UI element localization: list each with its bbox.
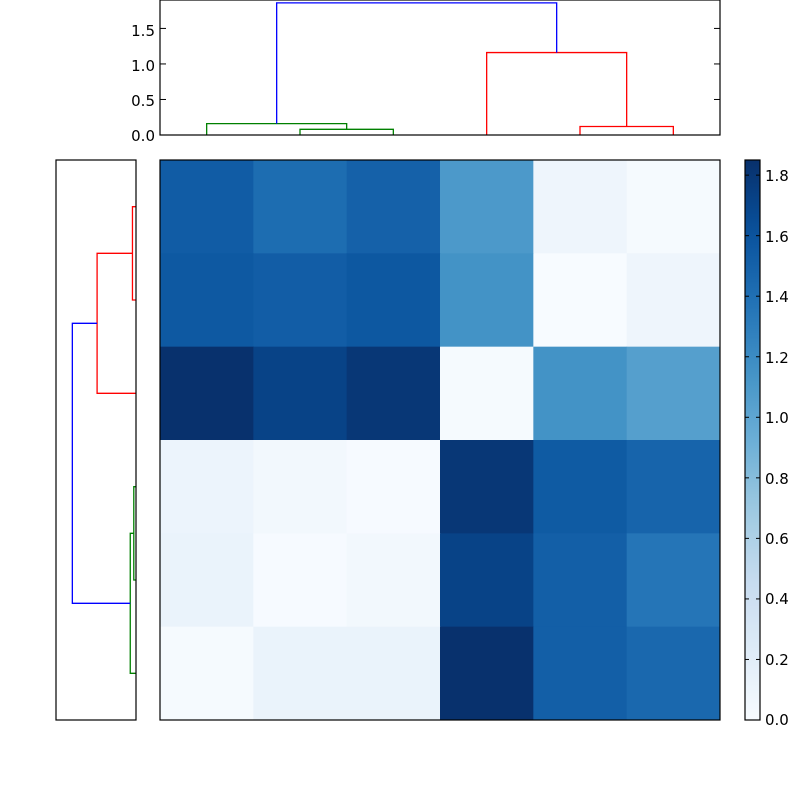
heatmap-cell bbox=[440, 626, 534, 721]
heatmap-cell bbox=[253, 440, 348, 534]
top-dendrogram-link bbox=[486, 51, 628, 135]
heatmap-cell bbox=[160, 533, 254, 628]
heatmap-cell bbox=[160, 253, 254, 348]
colorbar-tick-label: 0.2 bbox=[765, 651, 789, 669]
heatmap-frame bbox=[159, 159, 721, 721]
left-dendrogram bbox=[55, 159, 137, 721]
heatmap-cell bbox=[626, 440, 721, 534]
colorbar-tick-label: 0.6 bbox=[765, 530, 789, 548]
colorbar-tick-label: 1.4 bbox=[765, 288, 789, 306]
heatmap-cell bbox=[253, 253, 348, 348]
heatmap-cell bbox=[626, 346, 721, 441]
heatmap-cell bbox=[160, 626, 254, 721]
top-dendrogram-ytick-label: 0.0 bbox=[131, 127, 155, 145]
heatmap-cell bbox=[160, 440, 254, 534]
heatmap-cell bbox=[346, 533, 441, 628]
colorbar-tick-label: 1.8 bbox=[765, 167, 789, 185]
colorbar-frame bbox=[744, 159, 761, 721]
colorbar-tick-label: 1.0 bbox=[765, 409, 789, 427]
heatmap-cell bbox=[533, 160, 628, 254]
heatmap-cell bbox=[160, 346, 254, 441]
left-dendrogram-link bbox=[129, 532, 136, 674]
heatmap-cell bbox=[253, 626, 348, 721]
heatmap-cell bbox=[626, 253, 721, 348]
top-dendrogram-link bbox=[276, 2, 558, 124]
top-dendrogram-y-axis: 0.0 0.5 1.0 1.5 bbox=[131, 22, 155, 145]
heatmap-matrix bbox=[159, 159, 721, 721]
heatmap-cell bbox=[533, 346, 628, 441]
top-dendrogram-frame bbox=[159, 0, 721, 136]
heatmap-cell bbox=[533, 253, 628, 348]
heatmap-cell bbox=[533, 440, 628, 534]
colorbar-tick-label: 0.0 bbox=[765, 711, 789, 729]
heatmap-cell bbox=[346, 253, 441, 348]
colorbar-tick-label: 1.6 bbox=[765, 228, 789, 246]
heatmap-cell bbox=[440, 440, 534, 534]
left-dendrogram-frame bbox=[55, 159, 137, 721]
heatmap-cell bbox=[626, 160, 721, 254]
heatmap-cell bbox=[626, 533, 721, 628]
top-dendrogram-link bbox=[579, 125, 674, 135]
heatmap-cell bbox=[253, 346, 348, 441]
colorbar-tick-label: 0.8 bbox=[765, 470, 789, 488]
top-dendrogram bbox=[159, 0, 721, 136]
heatmap-cell bbox=[440, 253, 534, 348]
heatmap-cell bbox=[533, 626, 628, 721]
left-dendrogram-link bbox=[71, 322, 131, 604]
colorbar-tick-label: 1.2 bbox=[765, 349, 789, 367]
heatmap-cell bbox=[346, 160, 441, 254]
colorbar-tick-label: 0.4 bbox=[765, 590, 789, 608]
top-dendrogram-ytick-label: 0.5 bbox=[131, 92, 155, 110]
heatmap-cell bbox=[440, 160, 534, 254]
heatmap-cell bbox=[253, 160, 348, 254]
heatmap-cell bbox=[253, 533, 348, 628]
top-dendrogram-ytick-label: 1.5 bbox=[131, 22, 155, 40]
left-dendrogram-link bbox=[96, 252, 136, 394]
heatmap-cell bbox=[346, 440, 441, 534]
heatmap-cell bbox=[160, 160, 254, 254]
colorbar-gradient bbox=[745, 160, 760, 720]
top-dendrogram-ytick-label: 1.0 bbox=[131, 57, 155, 75]
heatmap-cell bbox=[346, 346, 441, 441]
colorbar-tick-labels: 0.0 0.2 0.4 0.6 0.8 1.0 1.2 1.4 1.6 1.8 bbox=[765, 167, 789, 729]
heatmap-cell bbox=[346, 626, 441, 721]
heatmap-cell bbox=[626, 626, 721, 721]
heatmap-cell bbox=[440, 533, 534, 628]
heatmap-cell bbox=[440, 346, 534, 441]
heatmap-cell bbox=[533, 533, 628, 628]
colorbar bbox=[744, 159, 761, 721]
top-dendrogram-link bbox=[299, 128, 394, 135]
